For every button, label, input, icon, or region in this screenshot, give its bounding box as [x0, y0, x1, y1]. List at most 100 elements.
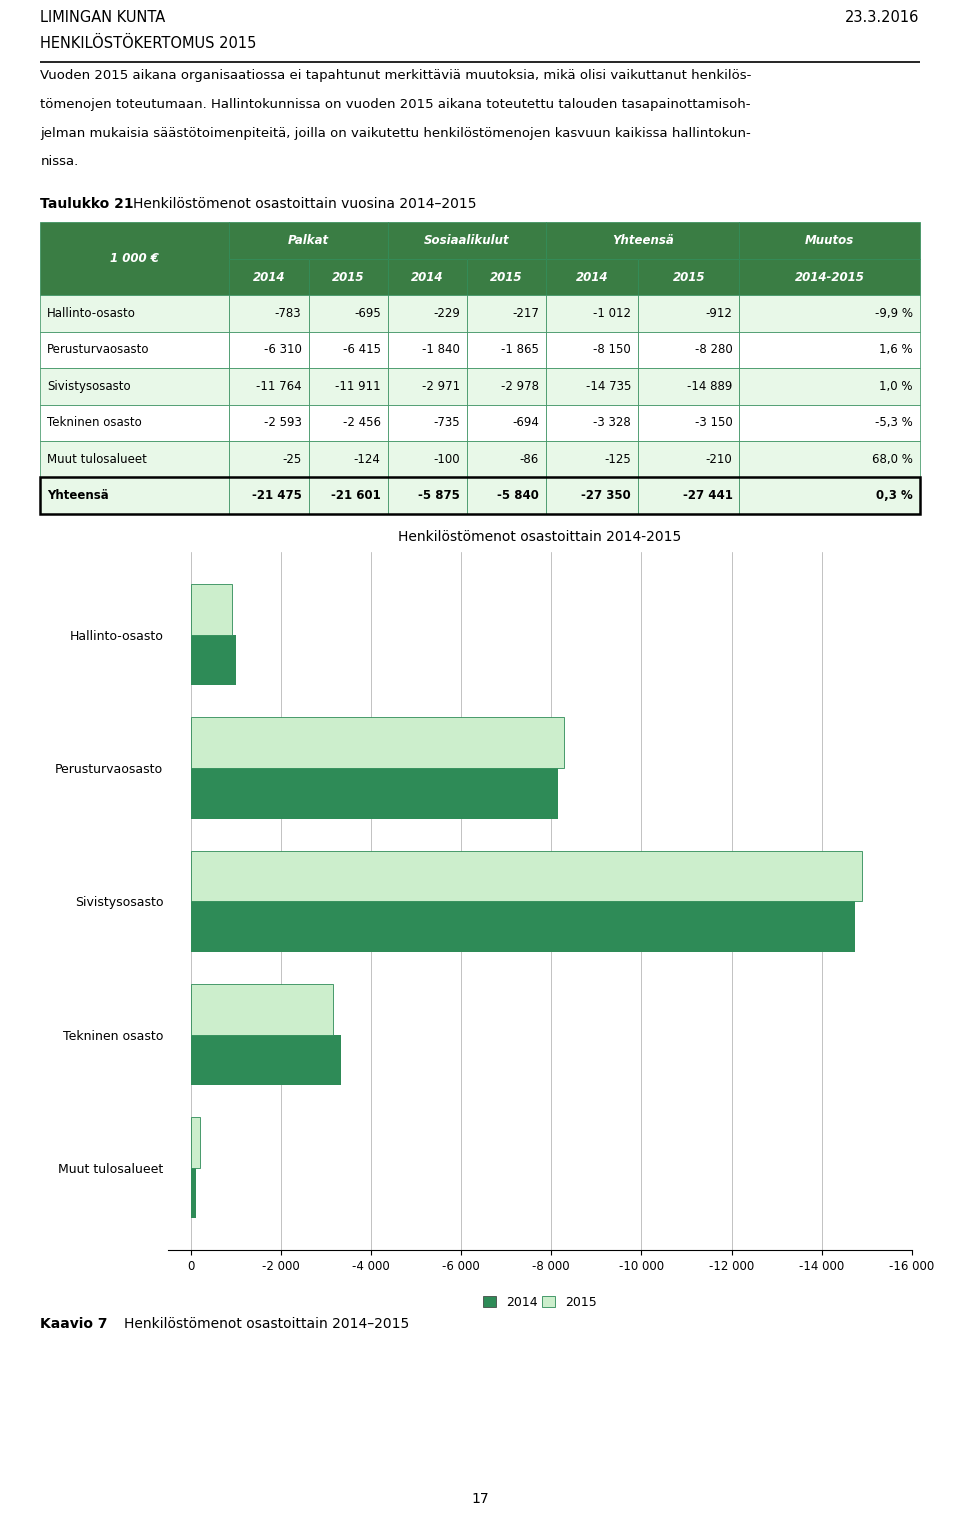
Text: -1 840: -1 840 — [421, 344, 460, 356]
Text: -21 475: -21 475 — [252, 489, 301, 502]
Text: -6 310: -6 310 — [264, 344, 301, 356]
Bar — [190, 718, 564, 769]
Text: -6 415: -6 415 — [343, 344, 380, 356]
Bar — [40, 477, 920, 514]
Text: -2 456: -2 456 — [343, 416, 380, 430]
Bar — [739, 222, 920, 259]
Bar — [467, 296, 546, 331]
Text: -11 764: -11 764 — [256, 380, 301, 393]
Bar — [546, 331, 638, 368]
Text: -14 735: -14 735 — [586, 380, 632, 393]
Bar — [638, 296, 739, 331]
Text: 0,3 %: 0,3 % — [876, 489, 913, 502]
Bar — [546, 368, 638, 405]
Bar — [40, 442, 229, 477]
Bar — [190, 983, 332, 1034]
Text: -783: -783 — [275, 307, 301, 321]
Bar — [739, 405, 920, 442]
Text: 1,0 %: 1,0 % — [879, 380, 913, 393]
Bar — [739, 296, 920, 331]
Text: 23.3.2016: 23.3.2016 — [846, 11, 920, 25]
Text: -100: -100 — [433, 453, 460, 466]
Bar — [388, 477, 467, 514]
Bar — [388, 296, 467, 331]
Bar — [308, 259, 388, 296]
Bar — [739, 368, 920, 405]
Text: Yhteensä: Yhteensä — [47, 489, 109, 502]
Text: -2 593: -2 593 — [264, 416, 301, 430]
Text: -2 971: -2 971 — [421, 380, 460, 393]
Text: -8 150: -8 150 — [593, 344, 632, 356]
Text: LIMINGAN KUNTA: LIMINGAN KUNTA — [40, 11, 165, 25]
Bar — [229, 368, 308, 405]
Text: Palkat: Palkat — [288, 235, 329, 247]
Bar — [546, 259, 638, 296]
Bar — [388, 331, 467, 368]
Bar — [229, 296, 308, 331]
Text: 68,0 %: 68,0 % — [872, 453, 913, 466]
Bar — [308, 296, 388, 331]
Bar — [546, 222, 739, 259]
Bar — [190, 1167, 196, 1218]
Text: 2014: 2014 — [576, 270, 609, 284]
Bar — [467, 405, 546, 442]
Text: -695: -695 — [354, 307, 380, 321]
Bar — [229, 405, 308, 442]
Text: Sosiaalikulut: Sosiaalikulut — [424, 235, 510, 247]
Bar — [40, 368, 229, 405]
Bar — [40, 477, 229, 514]
Text: 17: 17 — [471, 1493, 489, 1506]
Bar — [467, 331, 546, 368]
Text: -912: -912 — [706, 307, 732, 321]
Text: 2015: 2015 — [673, 270, 705, 284]
Text: Kaavio 7: Kaavio 7 — [40, 1316, 108, 1332]
Text: -3 150: -3 150 — [695, 416, 732, 430]
Text: -14 889: -14 889 — [687, 380, 732, 393]
Bar — [638, 331, 739, 368]
Text: Henkilöstömenot osastoittain 2014–2015: Henkilöstömenot osastoittain 2014–2015 — [124, 1316, 409, 1332]
Bar — [40, 296, 229, 331]
Bar — [40, 405, 229, 442]
Bar — [739, 331, 920, 368]
Bar — [308, 331, 388, 368]
Text: 2015: 2015 — [491, 270, 522, 284]
Bar — [546, 442, 638, 477]
Text: -86: -86 — [519, 453, 539, 466]
Bar — [467, 368, 546, 405]
Bar — [190, 584, 231, 635]
Text: Sivistysosasto: Sivistysosasto — [47, 380, 131, 393]
Text: -5,3 %: -5,3 % — [875, 416, 913, 430]
Bar — [229, 331, 308, 368]
Bar — [638, 405, 739, 442]
Bar — [229, 477, 308, 514]
Text: tömenojen toteutumaan. Hallintokunnissa on vuoden 2015 aikana toteutettu taloude: tömenojen toteutumaan. Hallintokunnissa … — [40, 98, 751, 110]
Bar — [638, 368, 739, 405]
Bar — [40, 222, 229, 296]
Bar — [308, 442, 388, 477]
Text: -5 875: -5 875 — [418, 489, 460, 502]
Text: Perusturvaosasto: Perusturvaosasto — [47, 344, 150, 356]
Bar — [388, 405, 467, 442]
Bar — [638, 477, 739, 514]
Bar — [546, 405, 638, 442]
Bar — [638, 259, 739, 296]
Text: 2014-2015: 2014-2015 — [795, 270, 865, 284]
Text: -21 601: -21 601 — [331, 489, 380, 502]
Text: -27 441: -27 441 — [683, 489, 732, 502]
Text: Henkilöstömenot osastoittain vuosina 2014–2015: Henkilöstömenot osastoittain vuosina 201… — [132, 196, 476, 212]
Bar — [388, 259, 467, 296]
Text: -210: -210 — [706, 453, 732, 466]
Bar — [546, 296, 638, 331]
Text: -3 328: -3 328 — [593, 416, 632, 430]
Text: -694: -694 — [512, 416, 539, 430]
Text: Taulukko 21: Taulukko 21 — [40, 196, 134, 212]
Bar — [229, 259, 308, 296]
Bar — [190, 635, 236, 686]
Legend: 2014, 2015: 2014, 2015 — [478, 1290, 602, 1313]
Bar — [739, 259, 920, 296]
Text: -9,9 %: -9,9 % — [875, 307, 913, 321]
Text: HENKILÖSTÖKERTOMUS 2015: HENKILÖSTÖKERTOMUS 2015 — [40, 35, 256, 51]
Text: jelman mukaisia säästötoimenpiteitä, joilla on vaikutettu henkilöstömenojen kasv: jelman mukaisia säästötoimenpiteitä, joi… — [40, 126, 751, 140]
Bar — [467, 477, 546, 514]
Bar — [190, 1034, 341, 1085]
